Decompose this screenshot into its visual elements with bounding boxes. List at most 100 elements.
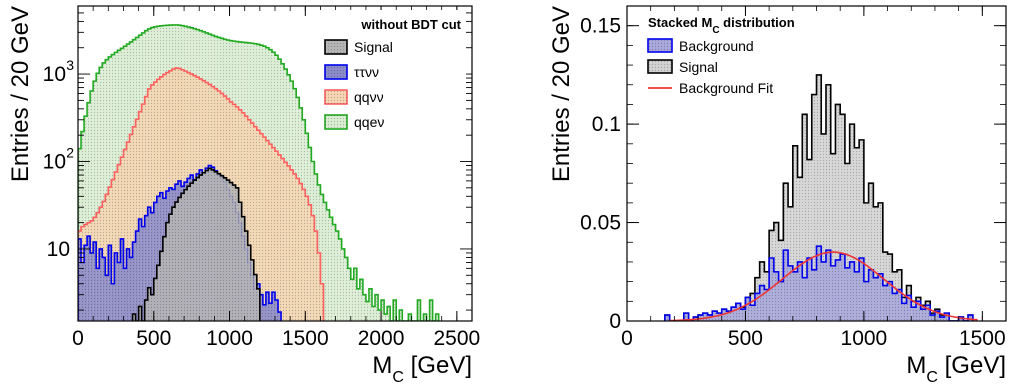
legend-title: Stacked MC distribution (648, 15, 795, 36)
bar-hatch-qq-78 (314, 231, 318, 321)
bar-hatch-qq-20 (138, 111, 142, 321)
bar-hatch-signal-29 (226, 180, 230, 321)
plot-area-0 (78, 24, 440, 321)
bar-hatch-series-22 (144, 215, 148, 321)
bar-hatch-signal-29 (816, 74, 822, 321)
bar-hatch-signal-33 (238, 202, 242, 321)
bar-hatch-signal-27 (220, 175, 224, 321)
bar-hatch-series-1 (81, 262, 85, 321)
legend-swatch-hatch-qq (325, 90, 347, 104)
bar-hatch-background-5 (702, 313, 708, 321)
bar-hatch-qq-79 (317, 252, 321, 321)
bar-hatch-background-42 (878, 273, 883, 321)
bar-hatch-series-15 (123, 268, 127, 321)
bar-hatch-qq-19 (135, 119, 139, 321)
bar-hatch-background-54 (934, 311, 940, 321)
bar-hatch-series-61 (262, 304, 266, 321)
bar-hatch-background-43 (882, 285, 888, 321)
x-tick-label: 1500 (959, 327, 1006, 350)
y-tick-label: 0.15 (580, 15, 621, 38)
bar-hatch-series-65 (275, 300, 279, 321)
y-tick-label: 10 (47, 238, 70, 261)
bar-hatch-background-27 (807, 258, 812, 321)
bar-hatch-background-26 (802, 277, 808, 321)
bar-hatch-qq-18 (132, 126, 136, 321)
legend-title-sub: C (712, 25, 719, 36)
bar-hatch-qqe-81 (323, 202, 327, 321)
bar-hatch-background-18 (764, 289, 770, 321)
bar-hatch-qq-13 (117, 164, 121, 321)
bar-hatch-qq-22 (144, 96, 148, 321)
bar-hatch-background-9 (721, 309, 727, 321)
bar-hatch-qqe-87 (341, 248, 345, 321)
y-axis-label: Entries / 20 GeV (7, 6, 34, 182)
bar-hatch-qqe-89 (347, 268, 351, 321)
bar-hatch-background-15 (750, 305, 755, 321)
bar-hatch-background-32 (830, 265, 836, 321)
bar-hatch-background-20 (773, 271, 779, 321)
bar-hatch-qq-58 (253, 126, 257, 321)
bar-hatch-signal-5 (153, 278, 157, 321)
bar-hatch-signal-37 (854, 147, 860, 321)
x-tick-label: 500 (728, 327, 763, 350)
bar-hatch-qq-67 (281, 158, 285, 321)
bar-hatch-qq-76 (308, 204, 312, 321)
x-tick-label: 500 (136, 327, 171, 350)
bar-hatch-qqe-3 (87, 102, 91, 321)
bar-hatch-background-55 (939, 317, 945, 321)
bar-hatch-qq-71 (293, 173, 297, 321)
bar-hatch-signal-26 (217, 173, 221, 321)
bar-hatch-signal-31 (232, 185, 236, 321)
plot-area-1 (664, 74, 978, 321)
bar-hatch-qqe-96 (368, 288, 372, 321)
bar-hatch-qqe-108 (429, 300, 433, 321)
y-tick-exponent: 3 (66, 57, 74, 73)
bar-hatch-background-50 (915, 301, 921, 321)
bar-hatch-qqe-85 (335, 231, 339, 321)
bar-hatch-qq-56 (247, 119, 251, 321)
bar-hatch-background-49 (911, 307, 916, 321)
bar-hatch-background-22 (783, 250, 789, 321)
bar-hatch-signal-38 (253, 274, 257, 321)
bar-hatch-background-41 (873, 277, 879, 321)
x-axis-label: MC [GeV] (372, 352, 472, 386)
bar-hatch-qq-12 (114, 171, 118, 321)
bar-hatch-background-33 (835, 259, 841, 321)
bar-hatch-qqe-5 (93, 81, 97, 321)
bar-hatch-qq-65 (275, 151, 279, 321)
bar-hatch-series-17 (129, 257, 133, 321)
bar-hatch-qq-66 (278, 154, 282, 321)
legend-left: without BDT cut Signal ττνν qqνν qqeν (320, 10, 466, 142)
bar-hatch-background-38 (859, 258, 864, 321)
bar-hatch-qqe-84 (332, 224, 336, 321)
y-axis-label: Entries / 20 GeV (548, 6, 575, 182)
bar-hatch-qqe-99 (378, 310, 382, 321)
bar-hatch-qqe-100 (381, 300, 385, 321)
bar-hatch-signal-1 (138, 306, 142, 321)
bar-hatch-qq-15 (123, 149, 127, 321)
bar-hatch-signal-41 (873, 206, 879, 321)
bar-hatch-series-4 (90, 252, 94, 321)
x-axis-label-unit: [GeV] (938, 352, 1006, 379)
bar-hatch-qqe-4 (90, 90, 94, 321)
bar-hatch-signal-39 (863, 202, 869, 321)
bar-hatch-background-39 (863, 281, 869, 321)
bar-hatch-background-8 (717, 313, 722, 321)
bar-hatch-background-16 (754, 293, 760, 321)
bar-hatch-signal-14 (181, 193, 185, 321)
bar-hatch-series-21 (141, 226, 145, 321)
bar-hatch-series-8 (102, 257, 106, 321)
x-axis-label-sub: C (392, 369, 404, 386)
bar-hatch-background-44 (887, 281, 893, 321)
fit-curve (669, 251, 978, 321)
bar-hatch-signal-33 (835, 104, 841, 321)
legend-swatch-hatch-signal (325, 40, 347, 54)
bar-hatch-series-23 (147, 207, 151, 321)
bar-hatch-qq-68 (284, 162, 288, 321)
bar-hatch-qqe-8 (102, 62, 106, 321)
y-tick-label: 0.1 (592, 113, 621, 136)
bar-hatch-signal-2 (144, 300, 148, 321)
bar-hatch-signal-38 (859, 139, 864, 321)
